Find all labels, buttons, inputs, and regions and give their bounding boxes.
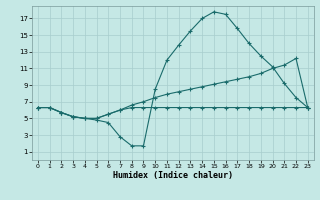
X-axis label: Humidex (Indice chaleur): Humidex (Indice chaleur) <box>113 171 233 180</box>
